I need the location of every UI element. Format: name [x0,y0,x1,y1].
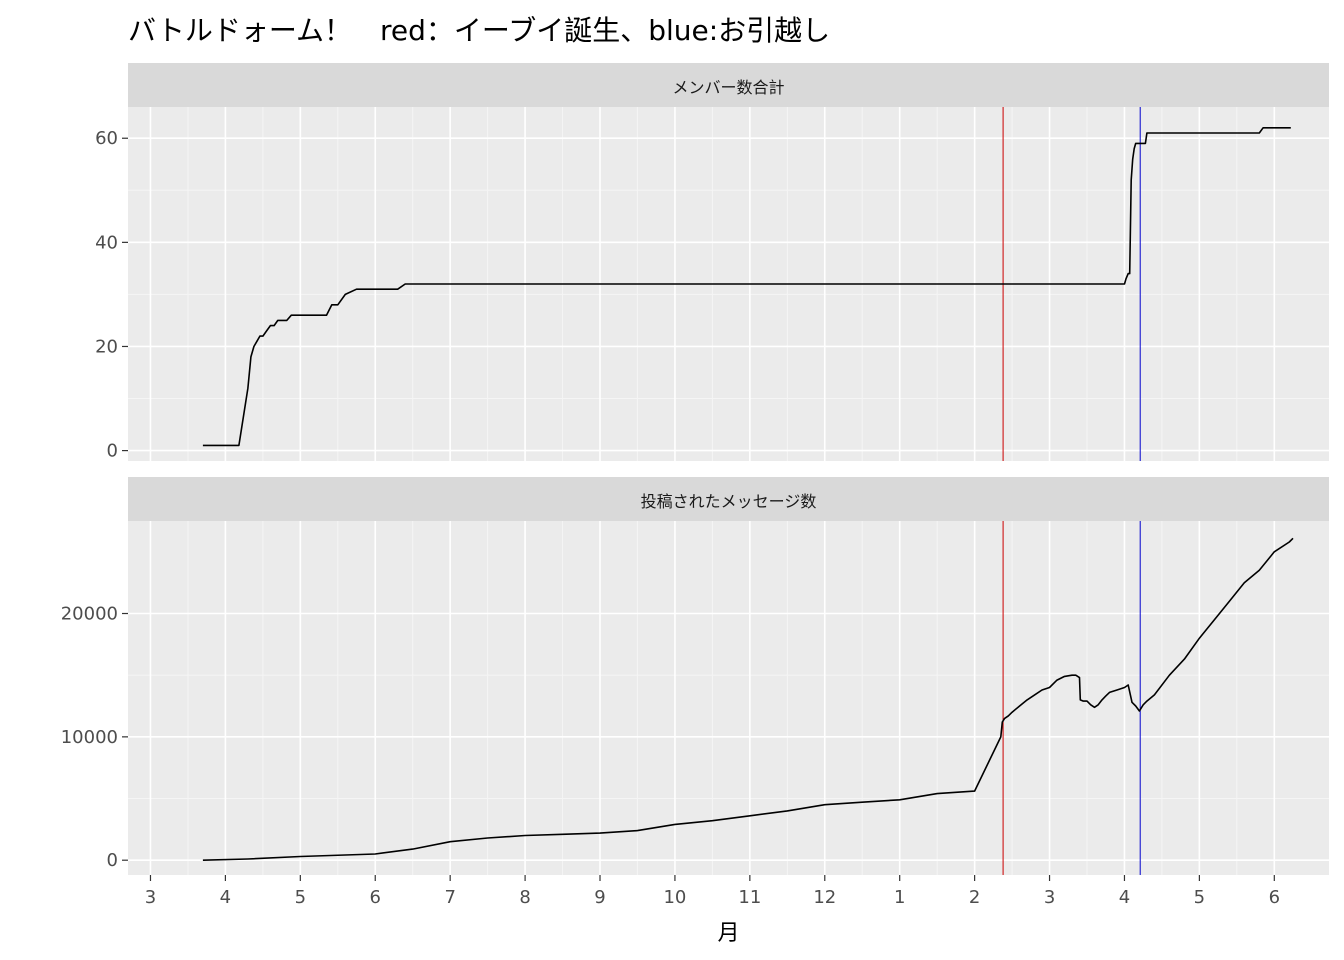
series-layer [202,537,1294,861]
panel-background [128,521,1329,875]
strip-label: メンバー数合計 [672,78,784,97]
x-tick-label: 8 [519,887,530,908]
x-tick-label: 1 [894,887,905,908]
x-tick-label: 9 [594,887,605,908]
y-tick-label: 20 [95,336,118,357]
y-tick-label: 0 [107,850,118,871]
panel-member-count: メンバー数合計 0 20 40 60 [95,63,1329,462]
series-line [202,127,1291,447]
panel-message-count: 投稿されたメッセージ数 0 10000 20000 [61,477,1329,875]
x-tick-label: 3 [1044,887,1055,908]
y-axis: 0 10000 20000 [61,604,128,871]
y-tick-label: 60 [95,128,118,149]
strip-background [128,63,1329,107]
grid-lines [128,521,1329,875]
strip-label: 投稿されたメッセージ数 [641,492,817,511]
y-tick-label: 40 [95,232,118,253]
x-tick-label: 6 [370,887,381,908]
x-tick-label: 7 [444,887,455,908]
x-tick-label: 10 [663,887,686,908]
x-axis: 3 4 5 6 7 8 9 10 11 12 1 2 3 4 5 6 [145,875,1280,908]
strip-background [128,477,1329,521]
x-tick-label: 4 [1119,887,1130,908]
x-tick-label: 5 [1194,887,1205,908]
x-tick-label: 2 [969,887,980,908]
y-tick-label: 10000 [61,727,118,748]
chart-title: バトルドォーム！ red：イーブイ誕生、blue:お引越し [128,14,830,47]
reference-lines [1002,521,1141,875]
x-tick-label: 6 [1269,887,1280,908]
x-tick-label: 3 [145,887,156,908]
series-line [202,537,1294,861]
x-tick-label: 11 [738,887,761,908]
y-tick-label: 20000 [61,604,118,625]
x-tick-label: 4 [220,887,231,908]
x-axis-title: 月 [717,921,739,946]
series-layer [202,127,1291,447]
y-axis: 0 20 40 60 [95,128,128,462]
x-tick-label: 5 [295,887,306,908]
x-tick-label: 12 [813,887,836,908]
y-tick-label: 0 [107,441,118,462]
